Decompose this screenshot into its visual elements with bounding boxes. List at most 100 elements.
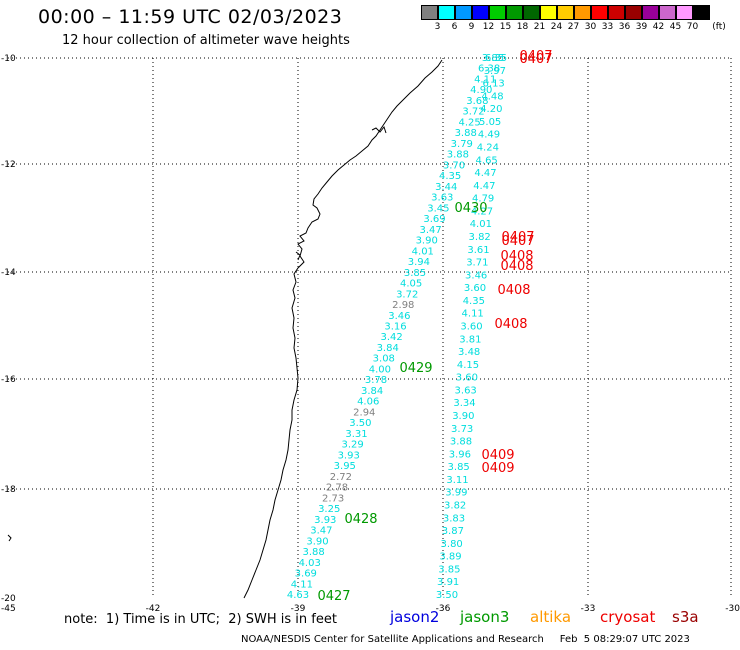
swh-value: 3.90 — [306, 536, 328, 547]
lon-tick-label: -39 — [291, 604, 306, 614]
coastline — [243, 59, 443, 599]
swh-value: 3.50 — [436, 590, 458, 601]
swh-value: 3.48 — [458, 347, 480, 358]
swh-value: 4.01 — [412, 246, 434, 257]
coastline-detail — [295, 251, 301, 261]
swh-value: 3.31 — [345, 429, 367, 440]
time-label: 0409 — [481, 461, 514, 476]
legend-label: 3 — [434, 22, 441, 32]
legend-label: 9 — [468, 22, 475, 32]
swh-value: 4.79 — [472, 194, 494, 205]
swh-value: 4.63 — [287, 590, 309, 601]
footer-credit: NOAA/NESDIS Center for Satellite Applica… — [241, 634, 690, 645]
swh-value: 4.25 — [458, 117, 480, 128]
legend-swatch — [676, 5, 693, 20]
legend-swatch — [472, 5, 489, 20]
swh-value: 3.90 — [416, 236, 438, 247]
time-label: 0408 — [500, 249, 533, 264]
swh-value: 3.91 — [437, 577, 459, 588]
lon-tick-label: -36 — [436, 604, 451, 614]
swh-value: 3.81 — [459, 334, 481, 345]
satellite-legend-cryosat: cryosat — [600, 608, 656, 626]
legend-label: 18 — [516, 22, 529, 32]
legend-swatch — [591, 5, 608, 20]
swh-value: 3.85 — [482, 53, 504, 64]
satellite-legend-jason2: jason2 — [390, 608, 440, 626]
legend-label: 70 — [686, 22, 699, 32]
swh-value: 3.96 — [449, 449, 471, 460]
legend-label: 6 — [451, 22, 458, 32]
legend-swatch — [625, 5, 642, 20]
swh-value: 3.97 — [484, 66, 506, 77]
legend-swatch — [659, 5, 676, 20]
legend-label: 42 — [652, 22, 665, 32]
swh-value: 2.72 — [330, 472, 352, 483]
time-label: 0427 — [317, 589, 350, 604]
legend-swatch — [523, 5, 540, 20]
swh-value: 3.68 — [466, 96, 488, 107]
swh-value: 3.80 — [441, 539, 463, 550]
swh-value: 3.95 — [334, 461, 356, 472]
legend-label: 12 — [482, 22, 495, 32]
swh-value: 3.50 — [349, 418, 371, 429]
legend-label: 21 — [533, 22, 546, 32]
swh-value: 3.60 — [460, 322, 482, 333]
swh-value: 3.69 — [423, 214, 445, 225]
swh-value: 6.13 — [483, 79, 505, 90]
legend-label: 36 — [618, 22, 631, 32]
legend-swatch — [438, 5, 455, 20]
swh-value: 6.35 — [485, 53, 507, 64]
legend-swatch — [608, 5, 625, 20]
swh-value: 3.88 — [450, 437, 472, 448]
legend-swatch — [557, 5, 574, 20]
swh-value: 4.48 — [481, 91, 503, 102]
legend-unit: (ft) — [712, 22, 726, 32]
swh-value: 3.88 — [447, 150, 469, 161]
legend-swatch — [693, 5, 710, 20]
lon-tick-label: -45 — [1, 604, 16, 614]
legend-swatch — [421, 5, 438, 20]
swh-value: 4.20 — [480, 104, 502, 115]
page-title: 00:00 – 11:59 UTC 02/03/2023 — [38, 6, 343, 28]
legend-swatch — [574, 5, 591, 20]
swh-value: 3.89 — [439, 552, 461, 563]
swh-value: 4.49 — [478, 130, 500, 141]
swh-value: 5.05 — [479, 117, 501, 128]
swh-value: 4.24 — [477, 143, 499, 154]
swh-value: 3.16 — [384, 322, 406, 333]
swh-value: 3.85 — [404, 268, 426, 279]
swh-value: 2.98 — [392, 300, 414, 311]
time-label: 0408 — [494, 317, 527, 332]
swh-value: 3.34 — [453, 398, 475, 409]
lon-tick-label: -30 — [725, 604, 740, 614]
legend-label: 30 — [584, 22, 597, 32]
swh-value: 3.72 — [462, 107, 484, 118]
satellite-legend-s3a: s3a — [672, 608, 699, 626]
swh-value: 3.60 — [464, 283, 486, 294]
swh-value: 4.00 — [369, 364, 391, 375]
time-label: 0407 — [501, 234, 534, 249]
swh-value: 3.84 — [377, 343, 399, 354]
page-subtitle: 12 hour collection of altimeter wave hei… — [62, 33, 350, 48]
swh-value: 4.06 — [357, 397, 379, 408]
swh-value: 3.25 — [318, 504, 340, 515]
swh-value: 3.61 — [467, 245, 489, 256]
coastline-detail — [7, 534, 12, 542]
swh-value: 2.94 — [353, 407, 375, 418]
swh-value: 3.44 — [435, 182, 457, 193]
coastline-detail — [371, 125, 387, 134]
satellite-legend-jason3: jason3 — [460, 608, 510, 626]
swh-value: 3.73 — [451, 424, 473, 435]
swh-value: 4.01 — [470, 219, 492, 230]
time-label: 0408 — [497, 283, 530, 298]
lon-tick-label: -42 — [146, 604, 161, 614]
swh-value: 4.35 — [439, 171, 461, 182]
legend-swatch — [540, 5, 557, 20]
swh-value: 3.47 — [310, 526, 332, 537]
swh-value: 2.73 — [322, 493, 344, 504]
swh-value: 3.82 — [469, 232, 491, 243]
swh-value: 4.47 — [473, 181, 495, 192]
swh-value: 4.27 — [471, 206, 493, 217]
satellite-legend-altika: altika — [530, 608, 572, 626]
